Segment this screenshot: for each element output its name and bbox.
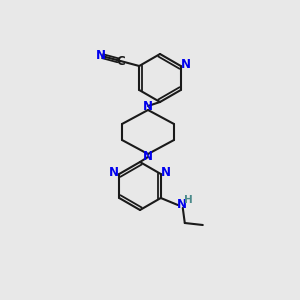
Text: N: N (177, 197, 187, 211)
Text: N: N (143, 100, 153, 113)
Text: N: N (161, 167, 171, 179)
Text: N: N (95, 49, 106, 62)
Text: H: H (184, 195, 193, 205)
Text: N: N (109, 167, 119, 179)
Text: N: N (143, 151, 153, 164)
Text: N: N (181, 58, 191, 71)
Text: C: C (117, 55, 125, 68)
